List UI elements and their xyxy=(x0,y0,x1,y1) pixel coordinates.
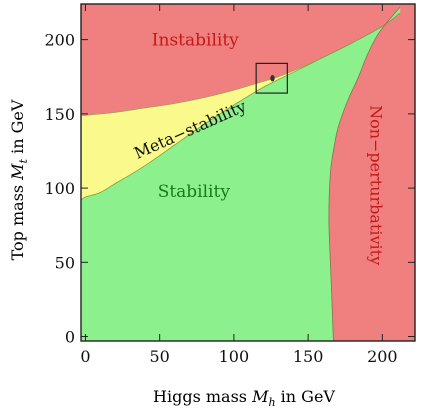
stability-label: Stability xyxy=(158,182,231,202)
y-tick-label: 200 xyxy=(44,31,75,50)
non-perturbativity-label: Non−perturbativity xyxy=(366,105,385,265)
x-tick-label: 0 xyxy=(80,347,90,366)
y-tick-label: 100 xyxy=(44,179,75,198)
plot-frame xyxy=(80,3,416,342)
y-tick-label: 0 xyxy=(65,328,75,347)
x-tick-label: 50 xyxy=(149,347,169,366)
meta-stability-region xyxy=(81,12,401,201)
x-tick-label: 100 xyxy=(219,347,250,366)
stability-region xyxy=(81,7,401,341)
y-tick-label: 150 xyxy=(44,105,75,124)
x-axis-label: Higgs mass Mh in GeV xyxy=(153,387,335,409)
experimental-box xyxy=(255,62,288,94)
x-tick-label: 200 xyxy=(367,347,398,366)
instability-label: Instability xyxy=(152,31,239,51)
measured-point xyxy=(270,75,275,82)
instability-region xyxy=(81,4,401,116)
y-axis-label: Top mass Mt in GeV xyxy=(8,99,30,260)
x-tick-label: 150 xyxy=(293,347,324,366)
y-tick-label: 50 xyxy=(55,253,75,272)
stability-boundary-line xyxy=(81,12,401,201)
perturbativity-boundary-line xyxy=(328,6,401,341)
